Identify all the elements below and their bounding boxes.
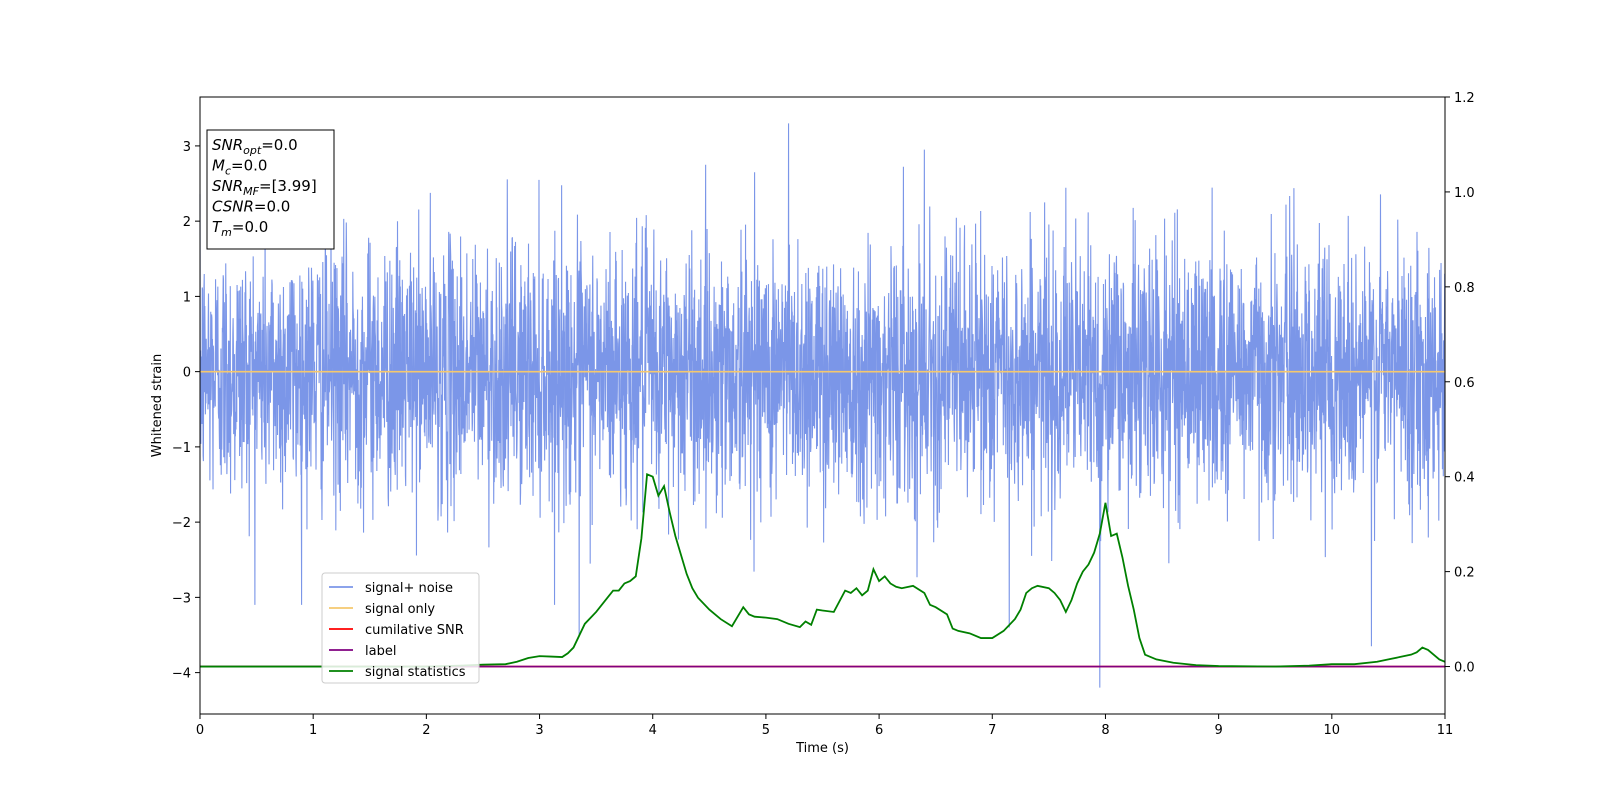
y2-tick-label: 0.8 (1454, 281, 1475, 296)
y-tick-label: −4 (172, 667, 191, 682)
info-line: Mc=0.0 (212, 157, 267, 178)
x-tick-label: 11 (1437, 723, 1454, 738)
info-line: SNRopt=0.0 (212, 136, 298, 157)
y2-tick-label: 1.0 (1454, 186, 1475, 201)
y2-tick-label: 1.2 (1454, 91, 1475, 106)
info-line: Tm=0.0 (212, 218, 268, 239)
x-tick-label: 10 (1324, 723, 1341, 738)
y-tick-label: −1 (172, 441, 191, 456)
y-axis-left: −4 −3 −2 −1 0 1 2 3 (172, 140, 200, 682)
y-tick-label: 1 (183, 290, 191, 305)
y-tick-label: −3 (172, 591, 191, 606)
x-tick-label: 6 (875, 723, 883, 738)
legend-entry: cumilative SNR (365, 623, 464, 638)
x-tick-label: 5 (762, 723, 770, 738)
legend-entry: signal only (365, 602, 435, 617)
info-line: CSNR=0.0 (212, 198, 290, 216)
x-axis: 0 1 2 3 4 5 6 7 8 9 10 11 (196, 714, 1453, 738)
info-box-frame (206, 129, 335, 250)
x-tick-label: 0 (196, 723, 204, 738)
legend-entry: signal statistics (365, 665, 466, 680)
x-tick-label: 9 (1214, 723, 1222, 738)
x-tick-label: 8 (1101, 723, 1109, 738)
x-axis-label: Time (s) (795, 741, 849, 756)
y-axis-right: 0.0 0.2 0.4 0.6 0.8 1.0 1.2 (1445, 91, 1475, 676)
legend: signal+ noise signal only cumilative SNR la… (321, 572, 480, 684)
x-tick-label: 4 (649, 723, 657, 738)
x-tick-label: 7 (988, 723, 996, 738)
plot-frame (199, 96, 1446, 715)
x-tick-label: 2 (422, 723, 430, 738)
y2-tick-label: 0.4 (1454, 471, 1475, 486)
x-tick-label: 3 (535, 723, 543, 738)
y2-tick-label: 0.6 (1454, 376, 1475, 391)
x-tick-label: 1 (309, 723, 317, 738)
legend-frame (321, 572, 480, 684)
y2-tick-label: 0.2 (1454, 566, 1475, 581)
y-tick-label: 0 (183, 366, 191, 381)
series-line-signal-statistics (200, 473, 1446, 668)
y-tick-label: −2 (172, 516, 191, 531)
info-line: SNRMF=[3.99] (212, 177, 317, 198)
legend-entry: signal+ noise (365, 581, 453, 596)
legend-entry: label (365, 644, 396, 659)
y2-tick-label: 0.0 (1454, 661, 1475, 676)
y-tick-label: 2 (183, 215, 191, 230)
y-axis-label: Whitened strain (150, 354, 165, 457)
y-tick-label: 3 (183, 140, 191, 155)
